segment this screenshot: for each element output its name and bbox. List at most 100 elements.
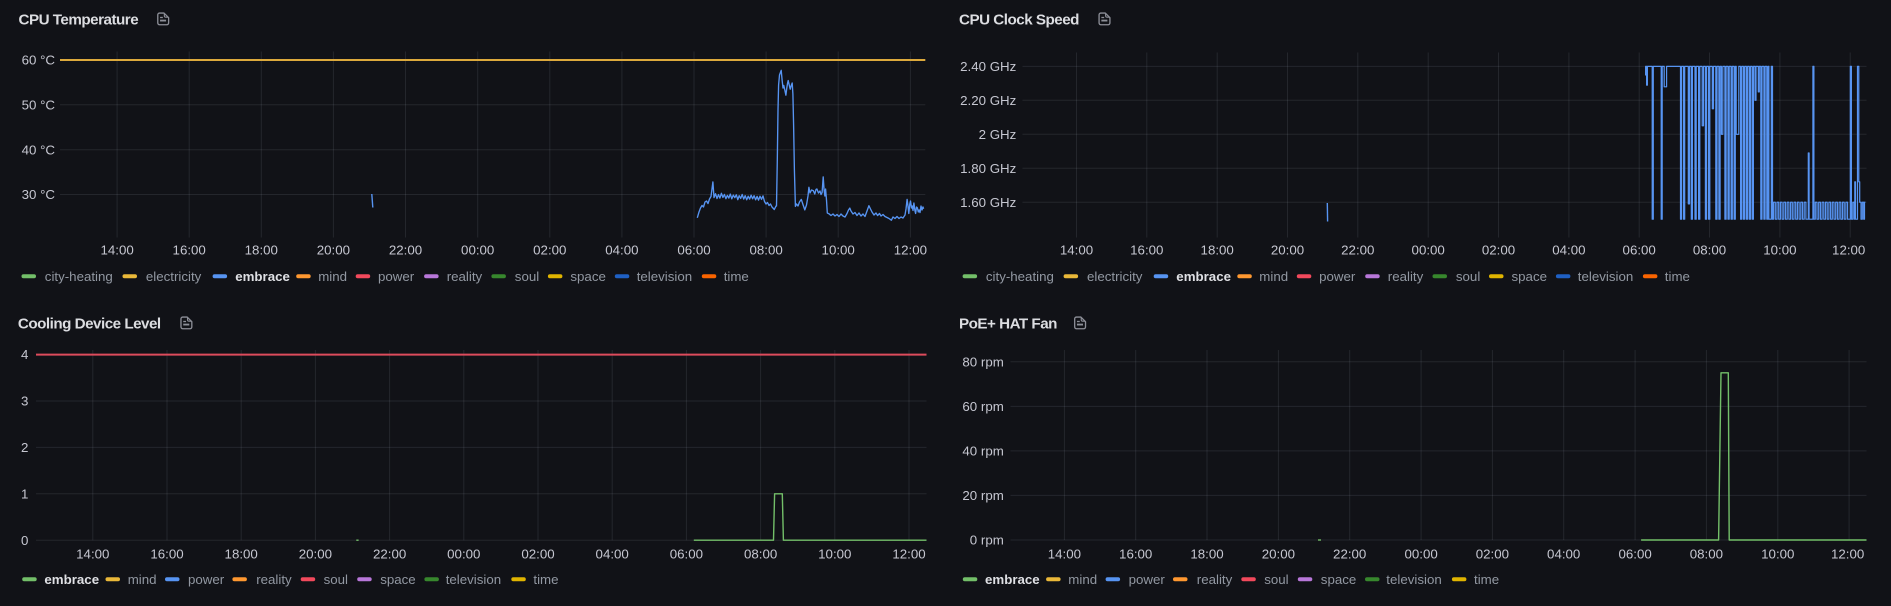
- svg-text:12:00: 12:00: [1831, 546, 1864, 561]
- svg-text:04:00: 04:00: [1552, 243, 1585, 258]
- svg-text:time: time: [1665, 269, 1690, 284]
- svg-text:16:00: 16:00: [1130, 243, 1163, 258]
- svg-text:04:00: 04:00: [1547, 546, 1580, 561]
- svg-text:power: power: [1319, 269, 1356, 284]
- svg-text:1.80 GHz: 1.80 GHz: [960, 161, 1016, 176]
- svg-text:80 rpm: 80 rpm: [962, 354, 1003, 369]
- svg-text:CPU Clock Speed: CPU Clock Speed: [959, 12, 1079, 29]
- svg-text:power: power: [1129, 572, 1166, 587]
- svg-text:power: power: [188, 572, 225, 587]
- svg-text:power: power: [378, 269, 415, 284]
- svg-text:3: 3: [21, 394, 28, 409]
- svg-text:06:00: 06:00: [1623, 243, 1656, 258]
- svg-text:02:00: 02:00: [1482, 243, 1515, 258]
- svg-text:1: 1: [21, 486, 28, 501]
- svg-text:14:00: 14:00: [100, 243, 133, 258]
- svg-text:embrace: embrace: [235, 269, 290, 284]
- svg-text:soul: soul: [1264, 572, 1288, 587]
- svg-text:space: space: [1512, 269, 1547, 284]
- svg-text:reality: reality: [447, 269, 483, 284]
- svg-text:16:00: 16:00: [1119, 546, 1152, 561]
- svg-text:20:00: 20:00: [317, 243, 350, 258]
- svg-text:18:00: 18:00: [245, 243, 278, 258]
- svg-text:2: 2: [21, 440, 28, 455]
- svg-text:50 °C: 50 °C: [22, 97, 56, 112]
- svg-text:4: 4: [21, 347, 28, 362]
- svg-text:city-heating: city-heating: [45, 269, 113, 284]
- svg-text:space: space: [1321, 572, 1356, 587]
- svg-text:mind: mind: [1259, 269, 1288, 284]
- svg-text:0 rpm: 0 rpm: [970, 533, 1004, 548]
- svg-text:CPU Temperature: CPU Temperature: [19, 12, 139, 29]
- svg-text:40 rpm: 40 rpm: [962, 444, 1003, 459]
- svg-text:television: television: [637, 269, 692, 284]
- svg-text:22:00: 22:00: [1333, 546, 1366, 561]
- svg-text:06:00: 06:00: [670, 546, 703, 561]
- svg-text:soul: soul: [515, 269, 539, 284]
- svg-text:1.60 GHz: 1.60 GHz: [960, 195, 1016, 210]
- svg-text:08:00: 08:00: [749, 243, 782, 258]
- svg-text:08:00: 08:00: [744, 546, 777, 561]
- svg-text:20:00: 20:00: [1262, 546, 1295, 561]
- svg-text:00:00: 00:00: [447, 546, 480, 561]
- svg-text:reality: reality: [1197, 572, 1233, 587]
- svg-text:00:00: 00:00: [1404, 546, 1437, 561]
- svg-text:14:00: 14:00: [1048, 546, 1081, 561]
- svg-text:20:00: 20:00: [1271, 243, 1304, 258]
- svg-text:10:00: 10:00: [1763, 243, 1796, 258]
- svg-text:10:00: 10:00: [818, 546, 851, 561]
- svg-text:06:00: 06:00: [677, 243, 710, 258]
- svg-text:18:00: 18:00: [225, 546, 258, 561]
- svg-text:space: space: [570, 269, 605, 284]
- svg-text:soul: soul: [1456, 269, 1480, 284]
- svg-text:02:00: 02:00: [521, 546, 554, 561]
- svg-text:18:00: 18:00: [1201, 243, 1234, 258]
- svg-text:electricity: electricity: [1087, 269, 1143, 284]
- svg-text:30 °C: 30 °C: [22, 187, 56, 202]
- svg-text:20 rpm: 20 rpm: [962, 488, 1003, 503]
- svg-text:electricity: electricity: [146, 269, 202, 284]
- svg-text:60 rpm: 60 rpm: [962, 399, 1003, 414]
- svg-text:60 °C: 60 °C: [22, 53, 56, 68]
- svg-text:embrace: embrace: [985, 572, 1040, 587]
- svg-text:40 °C: 40 °C: [22, 142, 56, 157]
- svg-text:television: television: [1578, 269, 1633, 284]
- svg-text:space: space: [380, 572, 415, 587]
- svg-text:22:00: 22:00: [389, 243, 422, 258]
- svg-text:time: time: [533, 572, 558, 587]
- svg-text:television: television: [446, 572, 501, 587]
- svg-text:04:00: 04:00: [605, 243, 638, 258]
- svg-text:time: time: [1474, 572, 1499, 587]
- svg-text:06:00: 06:00: [1618, 546, 1651, 561]
- svg-text:04:00: 04:00: [596, 546, 629, 561]
- svg-text:02:00: 02:00: [1476, 546, 1509, 561]
- svg-text:08:00: 08:00: [1690, 546, 1723, 561]
- svg-text:soul: soul: [324, 572, 348, 587]
- svg-text:city-heating: city-heating: [986, 269, 1054, 284]
- svg-text:08:00: 08:00: [1693, 243, 1726, 258]
- svg-text:20:00: 20:00: [299, 546, 332, 561]
- svg-text:reality: reality: [256, 572, 292, 587]
- svg-text:PoE+ HAT Fan: PoE+ HAT Fan: [959, 315, 1057, 332]
- svg-text:22:00: 22:00: [373, 546, 406, 561]
- svg-text:16:00: 16:00: [173, 243, 206, 258]
- svg-text:0: 0: [21, 533, 28, 548]
- svg-text:2.20 GHz: 2.20 GHz: [960, 93, 1016, 108]
- svg-text:2 GHz: 2 GHz: [979, 127, 1017, 142]
- svg-text:Cooling Device Level: Cooling Device Level: [18, 315, 161, 332]
- svg-text:14:00: 14:00: [76, 546, 109, 561]
- svg-text:02:00: 02:00: [533, 243, 566, 258]
- svg-text:time: time: [724, 269, 749, 284]
- svg-text:mind: mind: [1068, 572, 1097, 587]
- svg-text:22:00: 22:00: [1341, 243, 1374, 258]
- svg-text:10:00: 10:00: [1761, 546, 1794, 561]
- svg-text:reality: reality: [1388, 269, 1424, 284]
- svg-text:00:00: 00:00: [1412, 243, 1445, 258]
- svg-text:12:00: 12:00: [894, 243, 927, 258]
- svg-text:2.40 GHz: 2.40 GHz: [960, 59, 1016, 74]
- svg-text:10:00: 10:00: [822, 243, 855, 258]
- svg-text:television: television: [1386, 572, 1441, 587]
- svg-text:mind: mind: [318, 269, 347, 284]
- svg-text:12:00: 12:00: [892, 546, 925, 561]
- svg-text:embrace: embrace: [44, 572, 99, 587]
